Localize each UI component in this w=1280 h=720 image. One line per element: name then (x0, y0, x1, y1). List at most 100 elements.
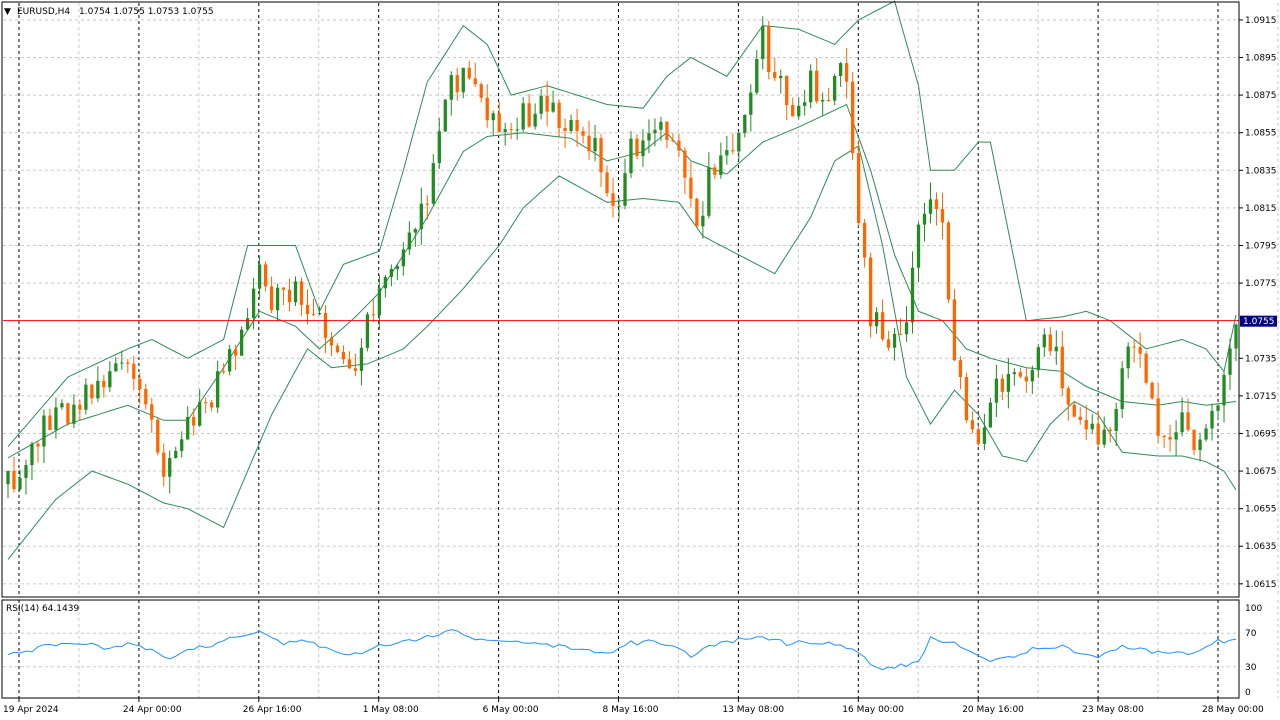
candle-body[interactable] (120, 362, 124, 364)
candle-body[interactable] (797, 105, 801, 117)
candle-body[interactable] (383, 276, 388, 289)
candle-body[interactable] (1078, 416, 1082, 420)
candle-body[interactable] (539, 95, 543, 114)
candle-body[interactable] (731, 150, 735, 152)
candle-body[interactable] (443, 99, 447, 132)
candle-body[interactable] (1096, 423, 1100, 445)
candle-body[interactable] (1144, 353, 1148, 383)
candle-body[interactable] (419, 203, 423, 230)
candle-body[interactable] (365, 314, 370, 348)
candle-body[interactable] (245, 318, 250, 330)
candle-body[interactable] (1006, 374, 1011, 392)
candle-body[interactable] (545, 95, 549, 112)
candle-body[interactable] (72, 404, 76, 424)
candle-body[interactable] (1126, 346, 1130, 369)
candle-body[interactable] (910, 267, 915, 323)
candle-body[interactable] (156, 419, 160, 453)
candle-body[interactable] (1024, 376, 1028, 382)
candle-body[interactable] (707, 167, 711, 216)
candle-body[interactable] (713, 167, 717, 175)
candle-body[interactable] (42, 415, 46, 447)
candle-body[interactable] (940, 209, 945, 223)
candle-body[interactable] (976, 429, 981, 444)
candle-body[interactable] (269, 286, 274, 311)
candle-body[interactable] (311, 314, 316, 316)
candle-body[interactable] (569, 120, 573, 131)
candle-body[interactable] (407, 232, 411, 250)
candle-body[interactable] (389, 268, 394, 277)
candle-body[interactable] (581, 131, 585, 136)
candle-body[interactable] (509, 129, 513, 131)
candle-body[interactable] (874, 312, 879, 327)
candle-body[interactable] (833, 75, 837, 101)
candle-body[interactable] (503, 129, 507, 133)
candle-body[interactable] (593, 138, 597, 152)
candle-body[interactable] (239, 329, 244, 356)
candle-body[interactable] (263, 264, 268, 287)
candle-body[interactable] (838, 63, 843, 76)
candle-body[interactable] (755, 59, 759, 93)
candle-body[interactable] (635, 138, 639, 156)
candle-body[interactable] (425, 203, 429, 205)
candle-body[interactable] (904, 322, 909, 335)
candle-body[interactable] (1054, 346, 1058, 352)
candle-body[interactable] (1042, 334, 1046, 348)
candle-body[interactable] (60, 403, 64, 408)
candle-body[interactable] (988, 402, 993, 428)
candle-body[interactable] (982, 427, 987, 444)
candle-body[interactable] (144, 388, 148, 405)
candle-body[interactable] (1216, 405, 1220, 411)
candle-body[interactable] (377, 288, 382, 316)
candle-body[interactable] (665, 121, 669, 140)
candle-body[interactable] (162, 452, 166, 477)
candle-body[interactable] (323, 312, 328, 338)
candle-body[interactable] (671, 139, 675, 141)
candle-body[interactable] (1204, 428, 1208, 440)
candle-body[interactable] (1162, 435, 1166, 438)
candle-body[interactable] (216, 371, 220, 408)
candle-body[interactable] (287, 289, 292, 303)
candle-body[interactable] (437, 131, 441, 164)
candle-body[interactable] (138, 378, 142, 389)
candle-body[interactable] (1180, 412, 1184, 433)
candle-body[interactable] (599, 138, 603, 173)
candle-body[interactable] (467, 67, 471, 79)
time-axis[interactable]: 19 Apr 2024 24 Apr 00:00 26 Apr 16:00 1 May… (3, 698, 1280, 715)
candle-body[interactable] (1210, 410, 1214, 429)
candle-body[interactable] (48, 415, 52, 430)
candle-body[interactable] (84, 384, 88, 410)
candle-body[interactable] (233, 349, 238, 356)
candle-body[interactable] (689, 177, 693, 199)
candle-body[interactable] (827, 99, 831, 101)
candle-body[interactable] (186, 416, 190, 440)
candle-body[interactable] (946, 222, 951, 300)
candle-body[interactable] (779, 75, 783, 79)
candle-body[interactable] (198, 402, 202, 426)
candle-body[interactable] (1066, 388, 1070, 405)
candle-body[interactable] (6, 470, 10, 485)
candle-body[interactable] (222, 371, 226, 373)
candle-body[interactable] (1168, 437, 1172, 440)
candle-body[interactable] (791, 104, 795, 117)
candle-body[interactable] (821, 99, 825, 102)
candle-body[interactable] (862, 223, 867, 258)
candle-body[interactable] (108, 371, 112, 388)
candle-body[interactable] (1138, 347, 1142, 354)
candle-body[interactable] (455, 75, 459, 93)
candle-body[interactable] (527, 103, 531, 127)
candle-body[interactable] (174, 450, 178, 459)
candle-body[interactable] (1186, 412, 1190, 430)
candle-body[interactable] (341, 352, 346, 360)
candle-body[interactable] (521, 103, 525, 130)
candle-body[interactable] (485, 97, 489, 121)
candle-body[interactable] (251, 288, 256, 319)
candle-body[interactable] (329, 337, 334, 346)
candle-body[interactable] (886, 339, 891, 348)
candle-body[interactable] (132, 363, 136, 379)
candle-body[interactable] (491, 113, 495, 121)
candle-body[interactable] (725, 150, 729, 156)
candle-body[interactable] (611, 193, 615, 206)
candle-body[interactable] (281, 287, 286, 290)
candle-body[interactable] (168, 458, 172, 477)
candle-body[interactable] (994, 378, 999, 403)
